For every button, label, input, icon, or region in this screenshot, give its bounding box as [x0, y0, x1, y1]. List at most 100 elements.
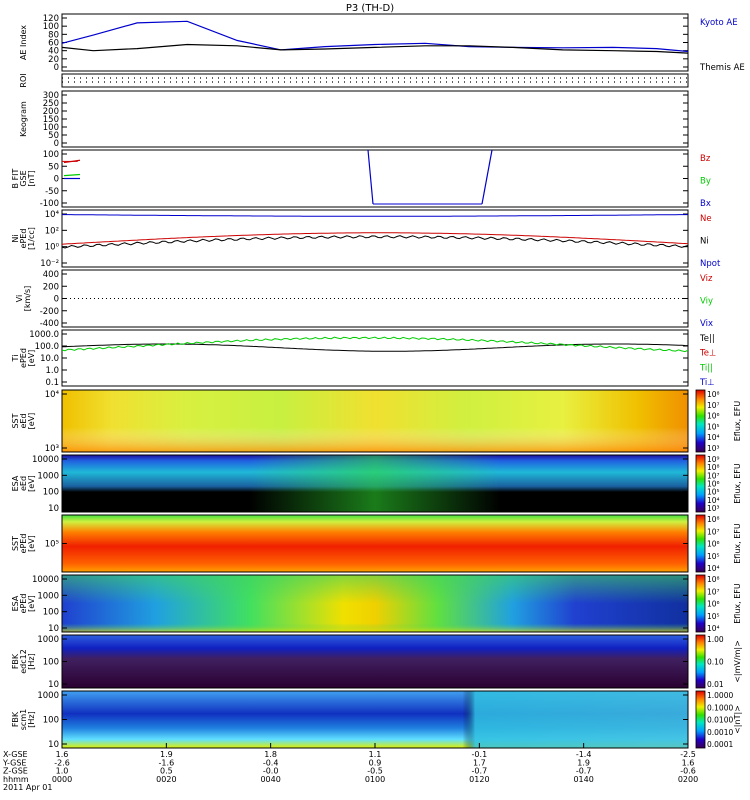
- colorbar-tick-esa_e-4: 10⁵: [707, 488, 720, 497]
- xtick-label-2-2: -0.0: [263, 767, 279, 776]
- colorbar-fbk1: 1.00 0.10 0.01 <|mV/m|>: [695, 634, 742, 689]
- ytick-label-esa_e-1: 1000: [37, 471, 59, 481]
- colorbar-label-sst_e: Eflux, EFU: [733, 401, 742, 442]
- xtick-label-2-0: 1.8: [264, 750, 277, 759]
- xtick-label-1-1: -1.6: [159, 758, 175, 767]
- ylabel-vi-0: Vi: [15, 295, 24, 303]
- ni-npot-trace: [62, 214, 688, 217]
- ylabel-sst_i-1: ePEd: [19, 534, 28, 554]
- ylabel-ni-0: Ni: [11, 234, 20, 242]
- xtick-label-1-3: 0020: [156, 775, 176, 784]
- ytick-label-ni-3: 10⁻²: [40, 259, 59, 269]
- ytick-label-esa_i-2: 100: [43, 608, 59, 618]
- ytick-label-esa_e-2: 100: [43, 488, 59, 498]
- colorbar-scale-fbk1: [695, 634, 706, 689]
- legend-vi-2: Vix: [700, 319, 713, 329]
- spectrogram-sst_e-layer-1: [62, 390, 688, 452]
- x-row-label-3: hhmm: [3, 775, 29, 784]
- colorbar-tick-fbk2-3: 0.0010: [707, 728, 733, 737]
- xtick-label-1-0: 1.9: [160, 750, 173, 759]
- colorbar-tick-esa_i-2: 10⁶: [707, 600, 720, 609]
- x-row-label-1: Y-GSE: [2, 758, 26, 767]
- ytick-label-esa_i-1: 1000: [37, 591, 59, 601]
- ytick-label-b-4: -100: [40, 199, 59, 209]
- ylabel-fbk1-1: edc12: [19, 649, 28, 674]
- xtick-label-5-2: -0.7: [576, 767, 592, 776]
- ylabel-esa_e-0: ESA: [11, 475, 20, 491]
- legend-ni-2: Npot: [700, 259, 721, 269]
- colorbar-esa_i: 10⁸ 10⁷ 10⁶ 10⁵ 10⁴ Eflux, EFU: [695, 574, 742, 633]
- ytick-label-kp-1: 250: [43, 99, 59, 109]
- ytick-label-ni-1: 10²: [45, 226, 59, 236]
- colorbar-label-sst_i: Eflux, EFU: [733, 523, 742, 564]
- colorbar-scale-sst_e: [695, 389, 706, 453]
- ytick-label-kp-6: 0: [54, 139, 59, 149]
- colorbar-tick-esa_e-5: 10⁴: [707, 496, 720, 505]
- colorbar-tick-esa_e-1: 10⁸: [707, 463, 720, 472]
- colorbar-tick-sst_e-4: 10⁴: [707, 433, 720, 442]
- spectrogram-sst_i-layer-0: [62, 515, 688, 572]
- xtick-label-5-1: 1.9: [577, 758, 590, 767]
- colorbar-label-fbk1: <|mV/m|>: [733, 640, 742, 683]
- ytick-label-sst_e-1: 10³: [45, 444, 59, 454]
- panel-vi: 400 200 0 -200 -400 Vi [km/s] Viz Viy Vix: [15, 269, 713, 329]
- colorbar-tick-sst_e-2: 10⁶: [707, 412, 720, 421]
- colorbar-tick-fbk2-1: 0.1000: [707, 703, 733, 712]
- xtick-label-6-1: 1.6: [682, 758, 695, 767]
- ytick-label-fbk1-2: 10: [48, 680, 59, 690]
- ytick-label-b-3: -50: [45, 187, 59, 197]
- ylabel-ti-1: ePEd: [19, 348, 28, 368]
- ylabel-sst_i-2: [eV]: [27, 535, 36, 552]
- ytick-label-ae-6: 0: [54, 63, 59, 73]
- ylabel-fbk2-1: scm1: [19, 709, 28, 730]
- ytick-label-fbk1-1: 100: [43, 658, 59, 668]
- ylabel-ni-2: [1/cc]: [27, 227, 36, 250]
- panel-frame-sst_e: [61, 389, 689, 453]
- ytick-label-b-1: 50: [48, 162, 59, 172]
- ytick-label-ae-3: 60: [48, 39, 59, 49]
- colorbar-label-fbk2: <|nT|>: [733, 705, 742, 734]
- panel-fbk2: 1000 100 10 FBK scm1 [Hz]: [11, 690, 689, 750]
- colorbar-tick-esa_e-0: 10⁹: [707, 455, 720, 464]
- ytick-label-b-0: 100: [43, 150, 59, 160]
- panel-fbk1: 1000 100 10 FBK edc12 [Hz]: [11, 634, 689, 690]
- ytick-label-vi-3: -200: [40, 307, 59, 317]
- legend-ni-1: Ni: [700, 237, 709, 247]
- colorbar-tick-fbk1-2: 0.01: [707, 680, 724, 689]
- panel-frame-esa_e: [61, 454, 689, 513]
- xtick-label-4-2: -0.7: [472, 767, 488, 776]
- ylabel-kp-0: Keogram: [19, 101, 28, 137]
- xtick-label-2-3: 0040: [260, 775, 280, 784]
- ylabel-fbk2-2: [Hz]: [27, 711, 36, 727]
- ylabel-roi-0: ROI: [19, 73, 28, 87]
- colorbar-tick-esa_e-3: 10⁶: [707, 480, 720, 489]
- xtick-label-6-2: -0.6: [680, 767, 696, 776]
- spectrogram-fbk1-layer-0: [62, 635, 688, 688]
- xtick-label-3-2: -0.5: [367, 767, 383, 776]
- ytick-label-ae-1: 100: [43, 22, 59, 32]
- panel-frame-ti: [61, 329, 689, 387]
- panel-b: 100 50 0 -50 -100 B FIT GSE [nT] Bz By Bx: [11, 149, 711, 209]
- colorbar-tick-esa_i-4: 10⁴: [707, 624, 720, 633]
- xtick-label-0-2: 1.0: [56, 767, 69, 776]
- x-row-label-2: Z-GSE: [3, 767, 28, 776]
- ylabel-fbk1-0: FBK: [11, 653, 20, 669]
- legend-ti-1: Te⊥: [699, 349, 716, 359]
- ytick-label-esa_i-3: 10: [48, 624, 59, 634]
- colorbar-tick-sst_i-0: 10⁸: [707, 515, 720, 524]
- ytick-label-vi-2: 0: [54, 295, 59, 305]
- ytick-label-kp-2: 200: [43, 107, 59, 117]
- ytick-label-ti-0: 1000.0: [29, 330, 59, 340]
- panel-frame-roi: [61, 73, 689, 88]
- legend-b-2: Bx: [700, 199, 711, 209]
- ylabel-ti-0: Ti: [11, 355, 20, 363]
- ytick-label-fbk2-2: 10: [48, 740, 59, 750]
- legend-ni-0: Ne: [700, 214, 712, 224]
- panel-roi: ROI: [19, 73, 689, 88]
- panel-esa_e: 10000 1000 100 10 ESA eEd [eV]: [11, 454, 689, 514]
- ylabel-sst_e-1: eEd: [19, 413, 28, 428]
- ytick-label-vi-4: -400: [40, 319, 59, 329]
- legend-ae-0: Kyoto AE: [700, 18, 738, 28]
